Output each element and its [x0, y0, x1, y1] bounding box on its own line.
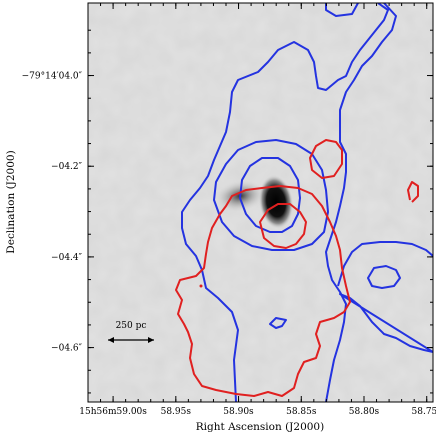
- blue-contour-right-ring: [337, 241, 433, 353]
- x-tick-labels: 15h56m59.00s 58.95s 58.90s 58.85s 58.80s…: [79, 407, 436, 417]
- blue-contour-outer: [181, 3, 397, 402]
- red-contour-upper-loop: [309, 139, 343, 179]
- y-axis-title: Declination (J2000): [5, 150, 17, 253]
- y-tick-label: −04.2″: [51, 162, 83, 172]
- x-tick-label: 58.80s: [349, 407, 380, 417]
- image-background: [88, 3, 433, 402]
- scale-bar-label: 250 pc: [116, 321, 147, 331]
- bright-source: [258, 175, 294, 229]
- scale-bar: 250 pc: [108, 321, 154, 343]
- x-axis-title: Right Ascension (J2000): [196, 421, 324, 433]
- plot-frame: [87, 2, 434, 403]
- red-contour-edge: [407, 181, 419, 203]
- red-contour-inner: [259, 203, 307, 249]
- x-tick-label: 58.95s: [161, 407, 192, 417]
- x-tick-label: 58.90s: [223, 407, 254, 417]
- y-tick-label: −04.4″: [51, 253, 83, 263]
- x-tick-label: 15h56m59.00s: [79, 407, 147, 417]
- x-tick-label: 58.75s: [412, 407, 436, 417]
- x-tick-label: 58.85s: [286, 407, 317, 417]
- blue-contour-small-loop: [367, 265, 401, 289]
- blue-contour-middle: [213, 139, 329, 251]
- y-tick-labels: −79°14′04.0″ −04.2″ −04.4″ −04.6″: [22, 72, 83, 354]
- red-contour-main: [175, 185, 351, 397]
- y-tick-label: −04.6″: [51, 344, 83, 354]
- red-contour-dot: [199, 284, 203, 288]
- blue-contour-tiny: [269, 317, 287, 329]
- y-tick-label: −79°14′04.0″: [22, 72, 83, 82]
- axis-ticks: [88, 3, 433, 402]
